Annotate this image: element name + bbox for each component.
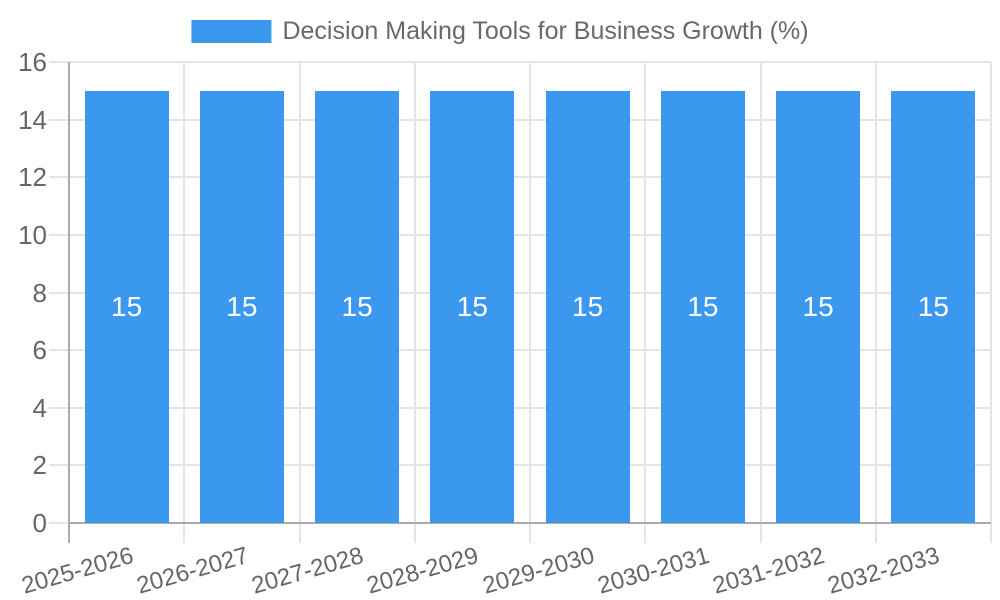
x-tick-mark	[874, 523, 877, 543]
y-tick-label: 16	[18, 47, 47, 77]
bar-value-label: 15	[111, 290, 143, 322]
bar[interactable]	[199, 90, 284, 523]
x-axis-line	[69, 522, 991, 524]
y-tick-mark	[49, 118, 69, 121]
x-gridline	[183, 62, 186, 523]
bar-value-label: 15	[572, 290, 604, 322]
y-tick-mark	[49, 406, 69, 409]
x-gridline	[413, 62, 416, 523]
y-tick-mark	[49, 464, 69, 467]
x-tick-mark	[644, 523, 647, 543]
y-tick-label: 6	[32, 335, 47, 366]
y-tick-mark	[49, 291, 69, 294]
bar[interactable]	[776, 90, 861, 523]
legend-swatch	[191, 20, 272, 43]
x-gridline	[298, 62, 301, 523]
bar-value-label: 15	[341, 290, 373, 322]
x-gridline	[529, 62, 531, 523]
x-gridline	[990, 62, 992, 523]
x-tick-mark	[413, 523, 416, 543]
bar[interactable]	[430, 90, 515, 523]
bar-value-label: 15	[802, 290, 834, 322]
x-tick-mark	[183, 523, 186, 543]
x-tick-mark	[529, 523, 531, 543]
y-tick-label: 14	[18, 104, 47, 135]
x-gridline	[644, 62, 647, 523]
y-tick-label: 4	[32, 392, 47, 423]
bar[interactable]	[891, 90, 976, 523]
y-tick-label: 12	[18, 162, 47, 193]
bar[interactable]	[545, 90, 630, 523]
bar[interactable]	[660, 90, 745, 523]
y-tick-label: 0	[32, 508, 47, 538]
bar-value-label: 15	[226, 290, 258, 322]
bar[interactable]	[84, 90, 169, 523]
y-tick-mark	[49, 233, 69, 236]
y-tick-mark	[49, 61, 69, 63]
x-tick-mark	[990, 523, 992, 543]
y-tick-mark	[49, 349, 69, 352]
legend-label: Decision Making Tools for Business Growt…	[282, 17, 809, 45]
bar-value-label: 15	[917, 290, 949, 322]
x-gridline	[874, 62, 877, 523]
y-axis-line	[68, 62, 70, 543]
x-gridline	[759, 62, 762, 523]
y-tick-label: 10	[18, 219, 47, 250]
y-tick-mark	[49, 522, 69, 524]
y-tick-mark	[49, 176, 69, 179]
bar[interactable]	[315, 90, 400, 523]
chart-legend[interactable]: Decision Making Tools for Business Growt…	[191, 17, 809, 45]
x-tick-mark	[298, 523, 301, 543]
x-tick-mark	[759, 523, 762, 543]
bar-value-label: 15	[687, 290, 719, 322]
y-tick-label: 2	[32, 450, 47, 481]
bar-value-label: 15	[456, 290, 488, 322]
y-tick-label: 8	[32, 277, 47, 308]
